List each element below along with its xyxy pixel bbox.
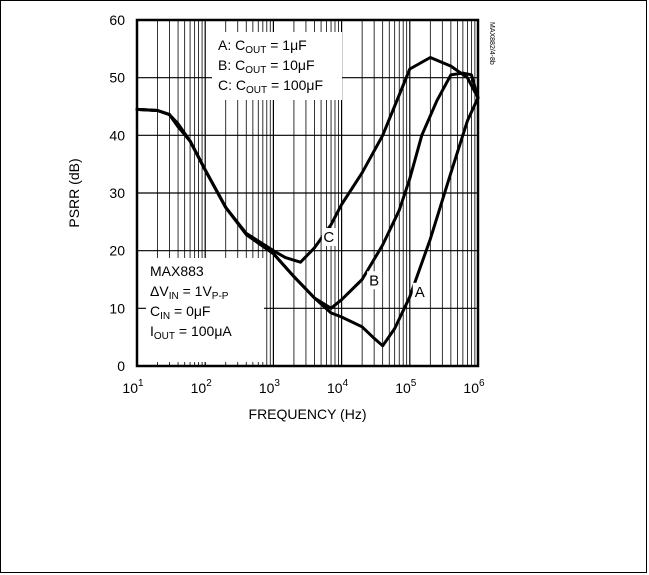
condition-line: IOUT = 100μA bbox=[150, 323, 232, 342]
curve-label-C: C bbox=[323, 229, 334, 246]
y-tick-label: 20 bbox=[109, 243, 125, 259]
x-tick-label: 104 bbox=[327, 378, 349, 396]
curve-label-B: B bbox=[369, 272, 379, 289]
condition-line: MAX883 bbox=[150, 263, 204, 279]
plot-frame bbox=[135, 18, 480, 368]
y-tick-label: 40 bbox=[109, 127, 125, 143]
x-axis-label: FREQUENCY (Hz) bbox=[249, 406, 367, 422]
x-tick-label: 102 bbox=[191, 378, 213, 396]
y-axis-label: PSRR (dB) bbox=[66, 158, 82, 227]
curve-label-A: A bbox=[415, 284, 425, 301]
curve-label-bg bbox=[412, 282, 428, 301]
tick-labels: 0 10 20 30 40 50 60 101 102 103 104 105 106 bbox=[109, 12, 485, 396]
x-tick-label: 105 bbox=[395, 378, 417, 396]
figure-id-label: MAX882/4-8b bbox=[488, 22, 495, 65]
y-tick-label: 60 bbox=[109, 12, 125, 28]
curve-label-bg bbox=[321, 228, 337, 247]
curve-C bbox=[135, 56, 480, 264]
curves bbox=[135, 56, 480, 348]
legend-line: C: COUT = 100μF bbox=[218, 77, 323, 96]
x-tick-label: 106 bbox=[463, 378, 485, 396]
x-tick-label: 103 bbox=[259, 378, 281, 396]
y-tick-label: 0 bbox=[117, 358, 125, 374]
y-tick-label: 30 bbox=[109, 185, 125, 201]
legend-line: B: COUT = 10μF bbox=[218, 57, 315, 76]
y-tick-label: 10 bbox=[109, 300, 125, 316]
legend-background bbox=[212, 32, 342, 100]
condition-line: CIN = 0μF bbox=[150, 303, 210, 322]
conditions-background bbox=[146, 258, 264, 362]
curve-label-bg bbox=[367, 271, 383, 290]
x-tick-label: 101 bbox=[122, 378, 144, 396]
legend-line: A: COUT = 1μF bbox=[218, 37, 307, 56]
y-tick-label: 50 bbox=[109, 70, 125, 86]
condition-line: ΔVIN = 1VP-P bbox=[150, 283, 229, 302]
